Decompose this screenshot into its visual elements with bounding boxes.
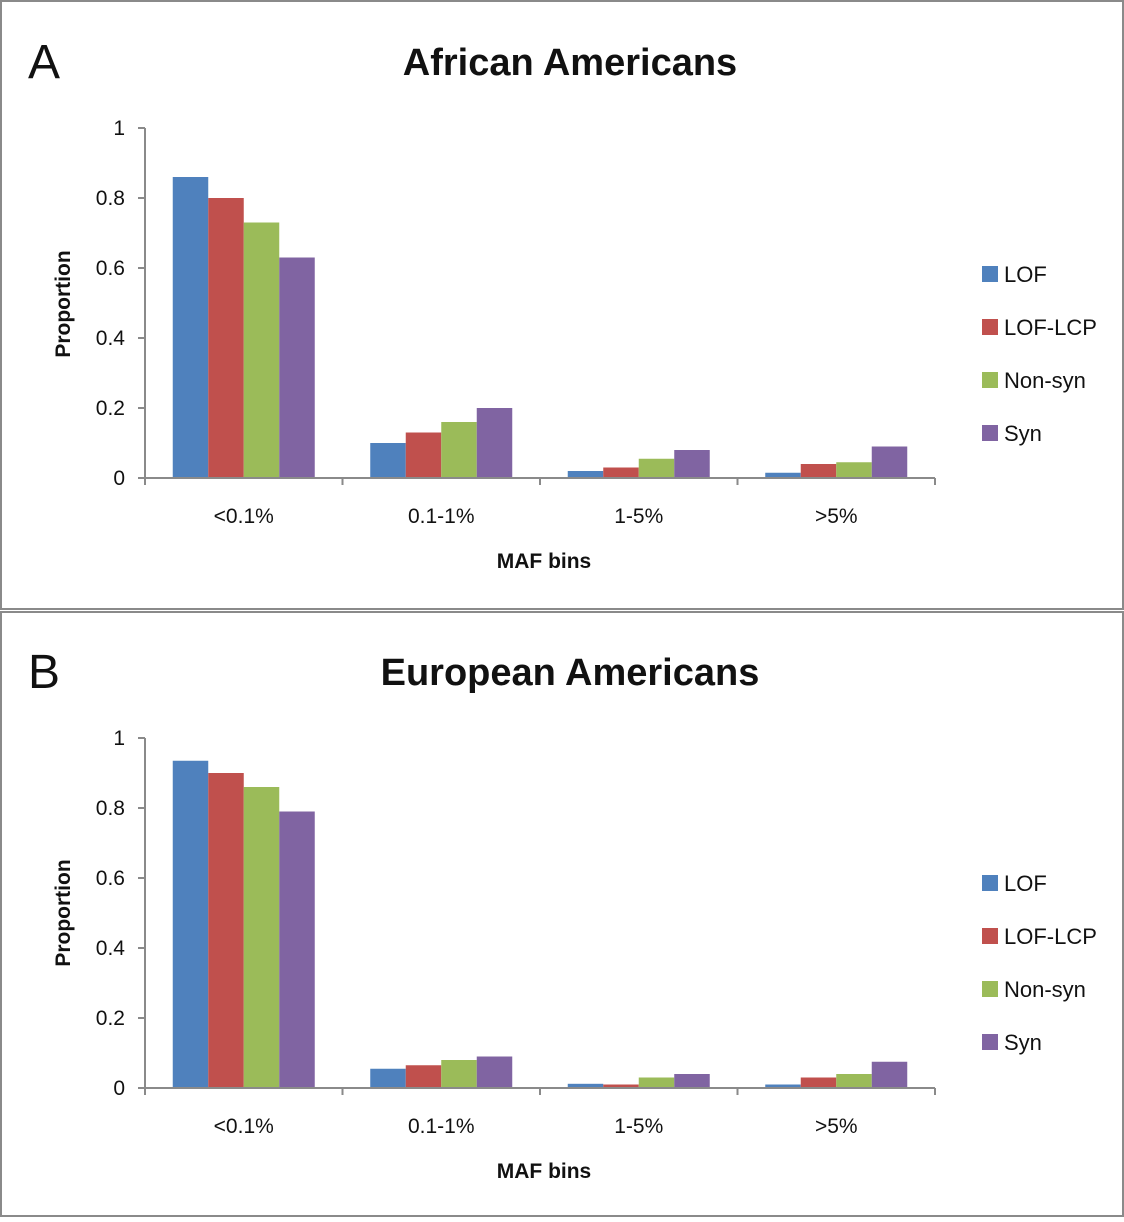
legend-swatch [982,372,998,388]
bar-lof [765,1084,801,1088]
panel-b-chart: European Americans Proportion MAF bins 0… [52,652,1097,1183]
legend-swatch [982,1034,998,1050]
bar-syn [871,1061,908,1088]
y-tick-label: 0.6 [96,257,125,280]
bar-syn [871,446,908,478]
bar-lof-lcp [405,1065,442,1088]
bar-lof [172,760,209,1088]
bar-non-syn [243,222,280,478]
bar-lof-lcp [405,432,442,478]
bar-syn [476,1056,513,1088]
y-tick-label: 0.4 [96,937,126,960]
panel-a-chart: African Americans Proportion MAF bins 0 0… [52,42,1097,573]
x-tick-label: 1-5% [614,505,663,528]
legend-label: LOF-LCP [1004,924,1097,949]
legend-swatch [982,425,998,441]
y-tick-label: 0.8 [96,797,125,820]
y-tick-label: 0.2 [96,1007,125,1030]
x-tick-label: <0.1% [214,505,274,528]
legend-label: Syn [1004,421,1042,446]
bar-syn [279,811,315,1088]
y-tick-label: 0.6 [96,867,125,890]
bar-lof-lcp [208,773,244,1088]
panel-letter-a: A [28,36,60,89]
y-axis-title: Proportion [52,250,75,357]
bar-lof-lcp [603,1084,639,1088]
bar-syn [476,408,513,478]
bar-non-syn [836,1074,872,1088]
bar-syn [279,257,315,478]
bar-lof-lcp [800,464,837,478]
bar-lof [172,177,209,478]
legend-swatch [982,981,998,997]
x-tick-label: <0.1% [214,1115,274,1138]
y-tick-label: 0 [113,467,125,490]
legend-label: Syn [1004,1030,1042,1055]
panel-a-frame [0,0,1124,610]
panel-b-frame [0,611,1124,1217]
bar-lof-lcp [208,198,244,478]
x-tick-label: 0.1-1% [408,1115,475,1138]
legend-swatch [982,266,998,282]
y-tick-label: 0.8 [96,187,125,210]
bar-lof [370,1068,406,1088]
legend-label: LOF [1004,262,1047,287]
bar-lof-lcp [603,467,639,478]
x-tick-label: >5% [815,1115,858,1138]
legend-label: LOF [1004,871,1047,896]
bar-non-syn [243,787,280,1088]
y-tick-label: 0.2 [96,397,125,420]
bar-non-syn [638,458,675,478]
bar-non-syn [441,1060,477,1088]
bar-lof [370,443,406,478]
legend-label: LOF-LCP [1004,315,1097,340]
x-tick-label: >5% [815,505,858,528]
legend-label: Non-syn [1004,368,1086,393]
legend-swatch [982,875,998,891]
bar-non-syn [638,1077,675,1088]
legend-swatch [982,319,998,335]
panel-letter-b: B [28,646,60,699]
bar-lof [765,472,801,478]
legend-label: Non-syn [1004,977,1086,1002]
chart-title: African Americans [403,42,737,84]
x-axis-title: MAF bins [497,1160,592,1183]
bar-lof-lcp [800,1077,837,1088]
bar-non-syn [441,422,477,478]
x-tick-label: 1-5% [614,1115,663,1138]
bar-non-syn [836,462,872,478]
bar-syn [674,1074,710,1088]
bar-syn [674,450,710,478]
y-tick-label: 1 [113,117,125,140]
y-tick-label: 0 [113,1077,125,1100]
legend-swatch [982,928,998,944]
chart-title: European Americans [381,652,760,694]
x-axis-title: MAF bins [497,550,592,573]
bar-lof [567,471,604,478]
y-tick-label: 0.4 [96,327,126,350]
y-axis-title: Proportion [52,859,75,966]
y-tick-label: 1 [113,727,125,750]
bar-lof [567,1083,604,1088]
x-tick-label: 0.1-1% [408,505,475,528]
